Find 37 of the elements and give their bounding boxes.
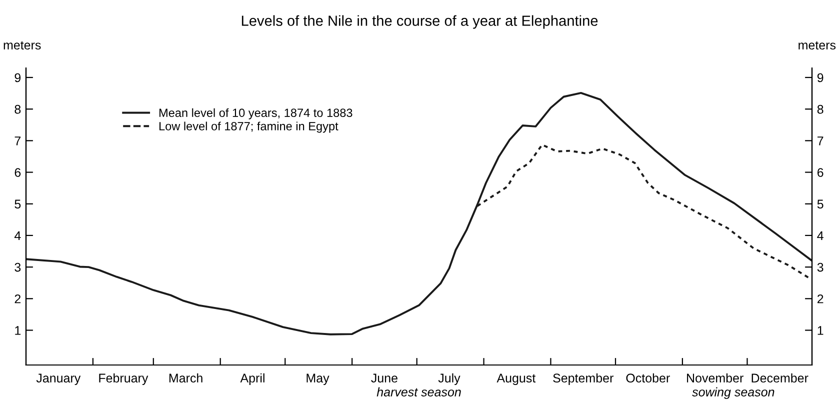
y-tick-label: 1	[15, 326, 21, 335]
x-tick-label: December	[752, 373, 808, 383]
y-tick-label: 7	[14, 136, 21, 146]
y-axis-title: meters	[4, 41, 41, 50]
y2-tick-label: 8	[817, 104, 824, 114]
x-tick-label: July	[438, 373, 460, 385]
text: sowing season	[692, 387, 774, 399]
y2-tick-label: 2	[817, 294, 824, 304]
y-tick-label: 5	[14, 200, 21, 209]
x-tick-label: October	[626, 373, 670, 383]
y2-tick-label: 1	[818, 326, 824, 335]
y-tick-label: 2	[14, 294, 21, 304]
y2-tick-label: 6	[817, 168, 824, 177]
x-tick-label: November	[687, 373, 744, 383]
x-tick-label: February	[99, 373, 148, 385]
x-tick-label: June	[371, 374, 398, 383]
text: harvest season	[376, 387, 461, 396]
legend-label: Mean level of 10 years, 1874 to 1883	[159, 108, 352, 120]
x-tick-label: April	[240, 373, 264, 385]
x-tick-label: August	[496, 374, 536, 385]
y2-tick-label: 7	[818, 136, 824, 146]
y-tick-label: 4	[14, 231, 21, 240]
y2-axis-title: meters	[798, 41, 836, 50]
y-tick-label: 6	[14, 168, 21, 177]
x-tick-label: May	[306, 374, 330, 385]
y-tick-label: 9	[14, 73, 21, 82]
x-tick-label: January	[36, 374, 81, 385]
x-tick-label: September	[553, 373, 614, 385]
y-tick-label: 8	[14, 104, 21, 114]
y2-tick-label: 9	[817, 73, 824, 82]
y2-tick-label: 4	[817, 231, 824, 240]
y2-tick-label: 5	[817, 200, 824, 209]
y2-tick-label: 3	[817, 262, 824, 272]
legend-label: Low level of 1877; famine in Egypt	[159, 122, 338, 133]
y-tick-label: 3	[14, 262, 21, 272]
chart-title: Levels of the Nile in the course of a year at Elephantine	[242, 15, 598, 29]
x-tick-label: March	[169, 373, 202, 383]
